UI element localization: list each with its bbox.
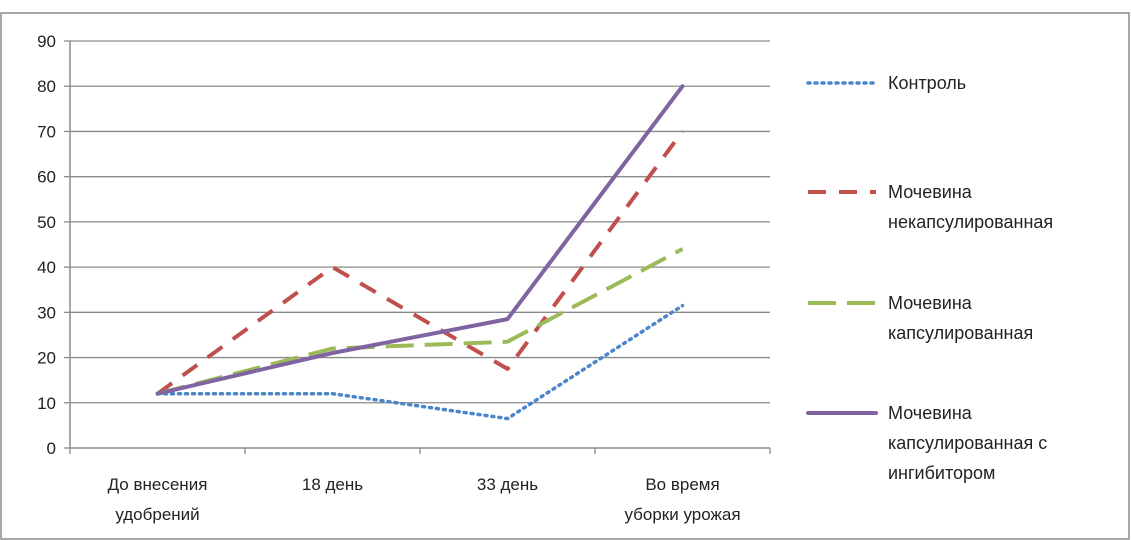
y-tick-label: 50 <box>37 213 56 232</box>
x-axis-tick-labels: До внесения удобрений 18 день 33 день Во вре… <box>108 475 741 524</box>
y-tick-label: 10 <box>37 394 56 413</box>
legend-label: Мочевина некапсулированная <box>888 182 1053 232</box>
legend-item-3: Мочевина капсулированная <box>808 293 1033 343</box>
legend-label: Мочевина капсулированная <box>888 293 1033 343</box>
y-tick-label: 60 <box>37 168 56 187</box>
axes <box>64 40 771 454</box>
x-tick-label: Во время уборки урожая <box>624 475 740 524</box>
y-tick-label: 30 <box>37 303 56 322</box>
series-line-1 <box>155 303 685 421</box>
x-tick-label: 18 день <box>302 475 363 494</box>
series-line-3 <box>156 247 684 396</box>
x-tick-label: 33 день <box>477 475 538 494</box>
legend-item-2: Мочевина некапсулированная <box>808 182 1053 232</box>
legend-label: Мочевина капсулированная с ингибитором <box>888 403 1047 483</box>
legend-item-1: Контроль <box>806 73 966 93</box>
chart-border <box>0 12 1130 540</box>
legend: Контроль Мочевина некапсулированная Мочевин… <box>806 73 1053 483</box>
y-tick-label: 80 <box>37 77 56 96</box>
legend-item-4: Мочевина капсулированная с ингибитором <box>806 403 1047 483</box>
grid-lines <box>70 40 770 404</box>
series-line-2 <box>156 130 685 396</box>
y-tick-label: 0 <box>47 439 56 458</box>
y-tick-label: 20 <box>37 349 56 368</box>
y-tick-label: 70 <box>37 122 56 141</box>
y-tick-label: 40 <box>37 258 56 277</box>
y-tick-label: 90 <box>37 32 56 51</box>
legend-label: Контроль <box>888 73 966 93</box>
series-lines <box>155 84 685 421</box>
series-line-4 <box>155 84 685 396</box>
y-axis-tick-labels: 0 10 20 30 40 50 60 70 80 90 <box>37 32 56 458</box>
x-tick-label: До внесения удобрений <box>108 475 208 524</box>
